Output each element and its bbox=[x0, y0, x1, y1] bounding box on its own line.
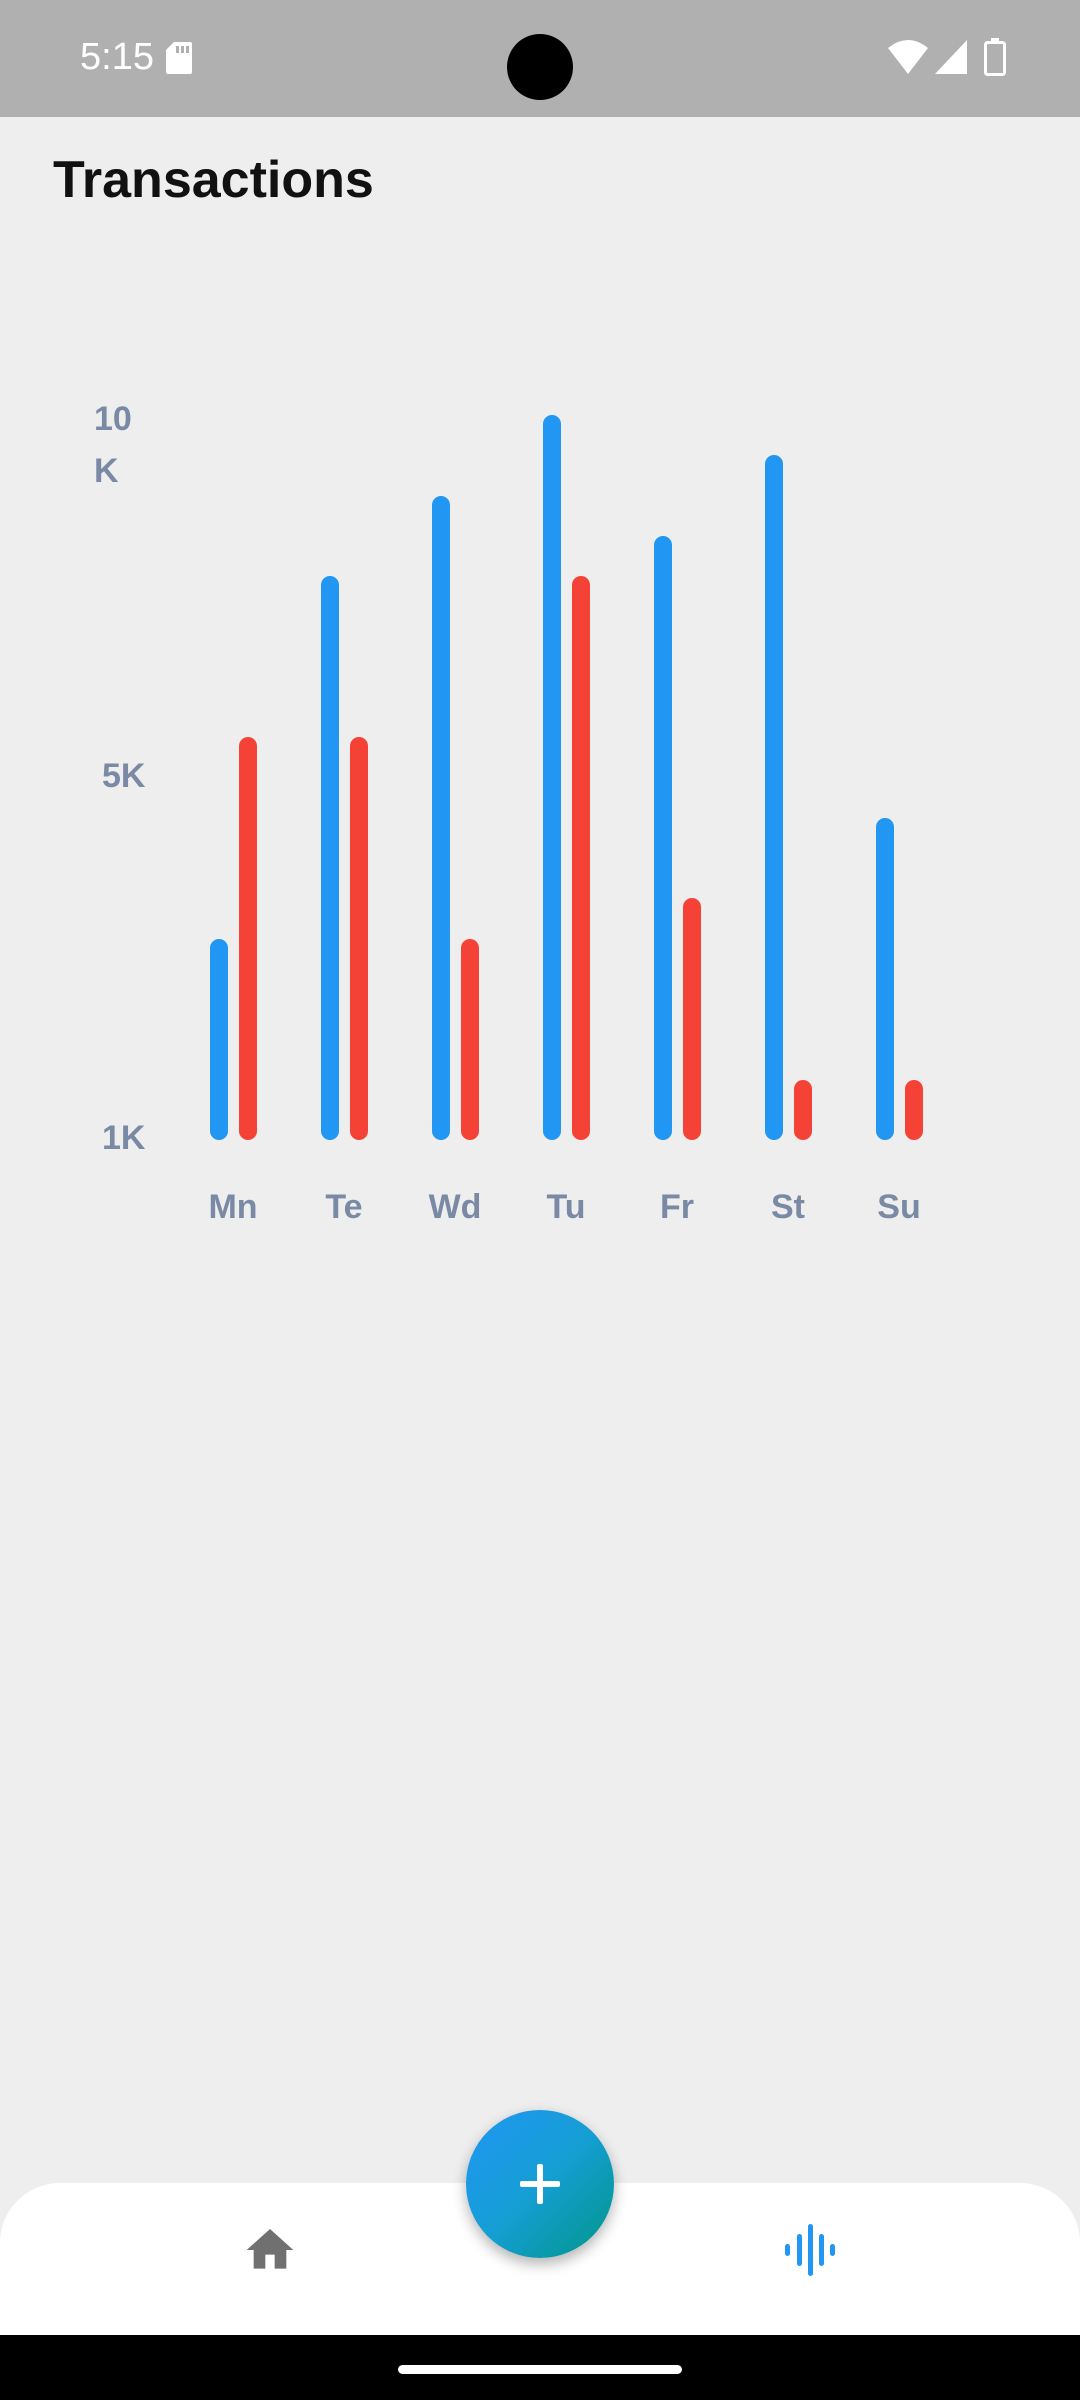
bar-su-series-1 bbox=[876, 817, 894, 1140]
battery-icon bbox=[984, 38, 1006, 76]
x-tick-label: Mn bbox=[208, 1188, 258, 1226]
bar-st-series-2 bbox=[794, 1079, 812, 1140]
bar-tu-series-2 bbox=[572, 576, 590, 1140]
cell-signal-icon bbox=[935, 40, 967, 74]
page-title: Transactions bbox=[53, 151, 374, 209]
status-time: 5:15 bbox=[80, 36, 154, 78]
bar-te-series-2 bbox=[350, 737, 368, 1140]
bar-mn-series-1 bbox=[210, 938, 228, 1140]
gesture-handle[interactable] bbox=[398, 2365, 682, 2374]
x-tick-label: Su bbox=[877, 1188, 921, 1226]
camera-cutout bbox=[507, 34, 573, 100]
bar-su-series-2 bbox=[905, 1079, 923, 1140]
bar-fr-series-1 bbox=[654, 535, 672, 1140]
home-icon[interactable] bbox=[242, 2222, 298, 2278]
bar-st-series-1 bbox=[765, 455, 783, 1140]
x-tick-label: Wd bbox=[428, 1188, 482, 1226]
stats-icon[interactable] bbox=[782, 2222, 838, 2278]
y-tick-label: 10 K bbox=[94, 400, 132, 490]
transactions-bar-chart: 10 K 5K 1K Mn Te Wd Tu Fr St Su bbox=[0, 380, 1080, 1260]
x-tick-label: Te bbox=[325, 1188, 363, 1226]
y-tick-label: 1K bbox=[102, 1119, 146, 1157]
x-tick-label: Fr bbox=[660, 1188, 694, 1226]
y-tick-label: 5K bbox=[102, 757, 146, 795]
plus-icon bbox=[520, 2164, 560, 2204]
bar-fr-series-2 bbox=[683, 898, 701, 1140]
bar-wd-series-2 bbox=[461, 938, 479, 1140]
wifi-icon bbox=[888, 40, 928, 74]
bar-wd-series-1 bbox=[432, 495, 450, 1140]
bar-tu-series-1 bbox=[543, 415, 561, 1140]
status-bar: 5:15 bbox=[0, 0, 1080, 117]
x-tick-label: Tu bbox=[546, 1188, 586, 1226]
sd-card-icon bbox=[166, 42, 192, 74]
add-transaction-button[interactable] bbox=[466, 2110, 614, 2258]
bar-te-series-1 bbox=[321, 576, 339, 1140]
bar-mn-series-2 bbox=[239, 737, 257, 1140]
x-tick-label: St bbox=[771, 1188, 805, 1226]
